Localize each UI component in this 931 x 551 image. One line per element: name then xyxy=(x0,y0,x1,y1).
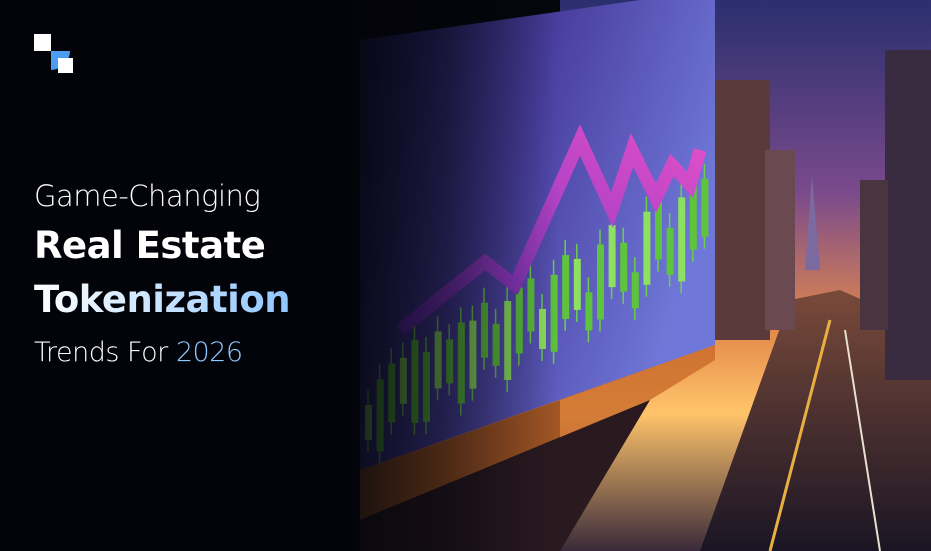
logo xyxy=(34,34,73,73)
headline-line: Trends For 2026 xyxy=(34,328,290,378)
headline-text: Trends For xyxy=(34,337,168,368)
headline: Game-Changing Real Estate Tokenization T… xyxy=(34,172,291,378)
logo-square xyxy=(58,58,73,73)
headline-year: 2026 xyxy=(175,337,243,368)
headline-line: Game-Changing xyxy=(34,179,261,213)
headline-line: Tokenization xyxy=(34,272,291,328)
headline-line: Real Estate xyxy=(34,224,266,267)
logo-square xyxy=(34,34,51,51)
